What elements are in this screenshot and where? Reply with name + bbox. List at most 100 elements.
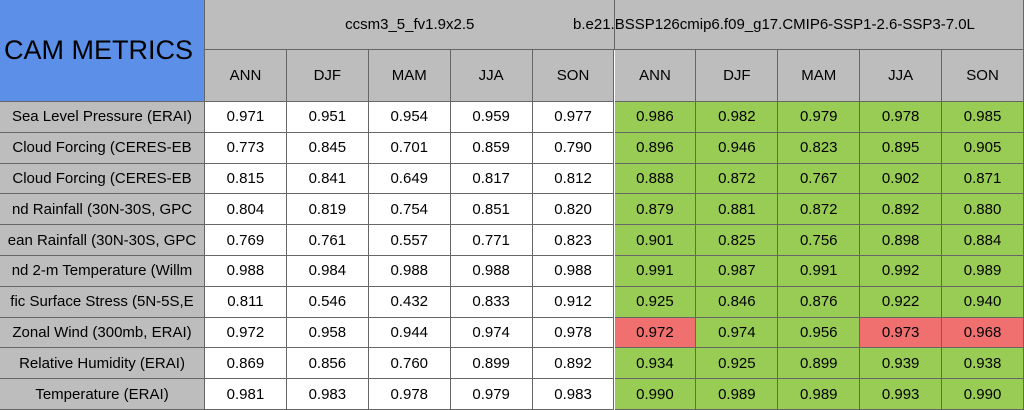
value-cell: 0.978: [860, 102, 943, 133]
value-cell: 0.817: [450, 163, 533, 195]
title-cell: CAM METRICS: [0, 0, 205, 102]
value-cell: 0.989: [778, 379, 861, 410]
value-cell: 0.974: [696, 317, 779, 349]
value-cell: 0.946: [696, 132, 779, 164]
value-cell: 0.951: [286, 102, 369, 133]
value-cell: 0.988: [368, 256, 451, 287]
value-cell: 0.973: [860, 317, 943, 349]
value-cell: 0.981: [205, 379, 287, 410]
value-cell: 0.991: [614, 256, 697, 287]
value-cell: 0.819: [286, 194, 369, 226]
value-cell: 0.954: [368, 102, 451, 133]
value-cell: 0.989: [696, 379, 779, 410]
value-cell: 0.895: [860, 132, 943, 164]
value-cell: 0.790: [532, 132, 615, 164]
season-header: JJA: [450, 50, 533, 102]
season-header: ANN: [614, 50, 697, 102]
row-label: ean Rainfall (30N-30S, GPC: [0, 225, 205, 256]
value-cell: 0.557: [368, 225, 451, 256]
value-cell: 0.815: [205, 163, 287, 195]
value-cell: 0.959: [450, 102, 533, 133]
value-cell: 0.958: [286, 317, 369, 349]
value-cell: 0.956: [778, 317, 861, 349]
group-header: [205, 0, 615, 50]
value-cell: 0.884: [942, 225, 1024, 256]
value-cell: 0.993: [860, 379, 943, 410]
value-cell: 0.756: [778, 225, 861, 256]
value-cell: 0.974: [450, 317, 533, 349]
row-label: nd Rainfall (30N-30S, GPC: [0, 194, 205, 226]
value-cell: 0.856: [286, 348, 369, 380]
value-cell: 0.992: [860, 256, 943, 287]
value-cell: 0.880: [942, 194, 1024, 226]
value-cell: 0.977: [532, 102, 615, 133]
value-cell: 0.902: [860, 163, 943, 195]
season-header: MAM: [778, 50, 861, 102]
value-cell: 0.912: [532, 286, 615, 318]
group-header: [614, 0, 1024, 50]
value-cell: 0.761: [286, 225, 369, 256]
value-cell: 0.881: [696, 194, 779, 226]
value-cell: 0.979: [450, 379, 533, 410]
value-cell: 0.905: [942, 132, 1024, 164]
value-cell: 0.990: [614, 379, 697, 410]
value-cell: 0.989: [942, 256, 1024, 287]
value-cell: 0.939: [860, 348, 943, 380]
row-label: Zonal Wind (300mb, ERAI): [0, 317, 205, 349]
value-cell: 0.851: [450, 194, 533, 226]
value-cell: 0.984: [286, 256, 369, 287]
value-cell: 0.892: [860, 194, 943, 226]
value-cell: 0.872: [778, 194, 861, 226]
value-cell: 0.899: [450, 348, 533, 380]
season-header: ANN: [205, 50, 287, 102]
value-cell: 0.971: [205, 102, 287, 133]
row-label: fic Surface Stress (5N-5S,E: [0, 286, 205, 318]
value-cell: 0.804: [205, 194, 287, 226]
value-cell: 0.879: [614, 194, 697, 226]
row-label: Cloud Forcing (CERES-EB: [0, 132, 205, 164]
value-cell: 0.978: [368, 379, 451, 410]
group-title: b.e21.BSSP126cmip6.f09_g17.CMIP6-SSP1-2.…: [573, 16, 975, 33]
value-cell: 0.896: [614, 132, 697, 164]
value-cell: 0.901: [614, 225, 697, 256]
value-cell: 0.760: [368, 348, 451, 380]
value-cell: 0.841: [286, 163, 369, 195]
value-cell: 0.812: [532, 163, 615, 195]
row-label: Cloud Forcing (CERES-EB: [0, 163, 205, 195]
row-label: Sea Level Pressure (ERAI): [0, 102, 205, 133]
value-cell: 0.872: [696, 163, 779, 195]
season-header: SON: [532, 50, 615, 102]
value-cell: 0.986: [614, 102, 697, 133]
value-cell: 0.811: [205, 286, 287, 318]
season-header: DJF: [286, 50, 369, 102]
season-header: DJF: [696, 50, 779, 102]
value-cell: 0.773: [205, 132, 287, 164]
value-cell: 0.892: [532, 348, 615, 380]
value-cell: 0.546: [286, 286, 369, 318]
value-cell: 0.925: [614, 286, 697, 318]
value-cell: 0.972: [614, 317, 697, 349]
row-label: Relative Humidity (ERAI): [0, 348, 205, 380]
row-label: Temperature (ERAI): [0, 379, 205, 410]
value-cell: 0.972: [205, 317, 287, 349]
value-cell: 0.899: [778, 348, 861, 380]
value-cell: 0.771: [450, 225, 533, 256]
value-cell: 0.990: [942, 379, 1024, 410]
value-cell: 0.979: [778, 102, 861, 133]
value-cell: 0.825: [696, 225, 779, 256]
value-cell: 0.944: [368, 317, 451, 349]
value-cell: 0.820: [532, 194, 615, 226]
season-header: MAM: [368, 50, 451, 102]
value-cell: 0.968: [942, 317, 1024, 349]
value-cell: 0.871: [942, 163, 1024, 195]
value-cell: 0.845: [286, 132, 369, 164]
season-header: JJA: [860, 50, 943, 102]
value-cell: 0.869: [205, 348, 287, 380]
value-cell: 0.987: [696, 256, 779, 287]
value-cell: 0.988: [532, 256, 615, 287]
value-cell: 0.767: [778, 163, 861, 195]
value-cell: 0.769: [205, 225, 287, 256]
row-label: nd 2-m Temperature (Willm: [0, 256, 205, 287]
value-cell: 0.432: [368, 286, 451, 318]
